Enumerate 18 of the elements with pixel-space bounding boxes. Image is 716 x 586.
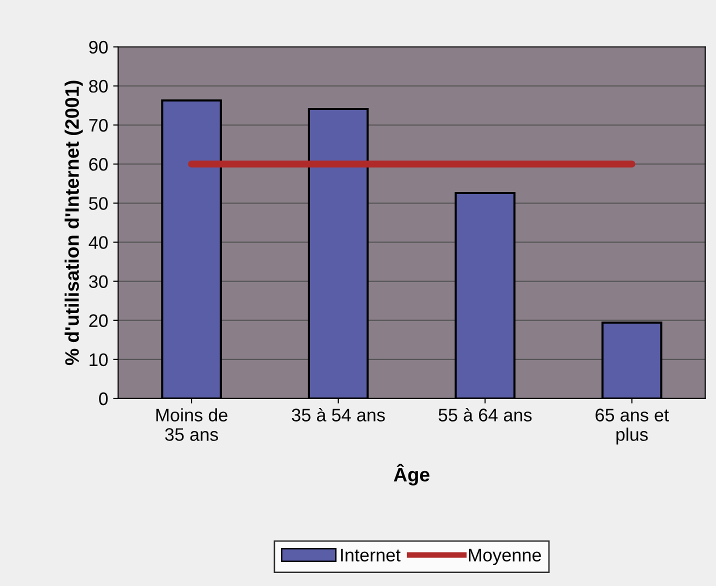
y-tick-label: 80 — [89, 80, 108, 93]
y-axis-title: % d'utilisation d'Internet (2001) — [64, 80, 83, 366]
y-tick-label: 20 — [89, 314, 108, 328]
x-tick-label: 55 à 64 ans — [438, 408, 532, 422]
legend-label: Moyenne — [468, 548, 541, 566]
x-tick-label: 35 à 54 ans — [292, 408, 385, 422]
y-tick-label: 30 — [89, 275, 108, 288]
y-tick-label: 0 — [99, 392, 108, 406]
y-tick-label: 70 — [89, 118, 108, 132]
y-tick-label: 60 — [89, 158, 108, 171]
y-tick-label: 50 — [89, 197, 108, 210]
legend-label: Internet — [341, 548, 401, 562]
x-tick-label: 65 ans et plus — [596, 408, 669, 444]
x-axis-title: Âge — [394, 464, 430, 486]
y-tick-label: 40 — [88, 236, 108, 249]
y-tick-label: 90 — [89, 40, 108, 54]
y-tick-label: 10 — [90, 353, 108, 366]
x-tick-label: Moins de 35 ans — [156, 408, 228, 441]
